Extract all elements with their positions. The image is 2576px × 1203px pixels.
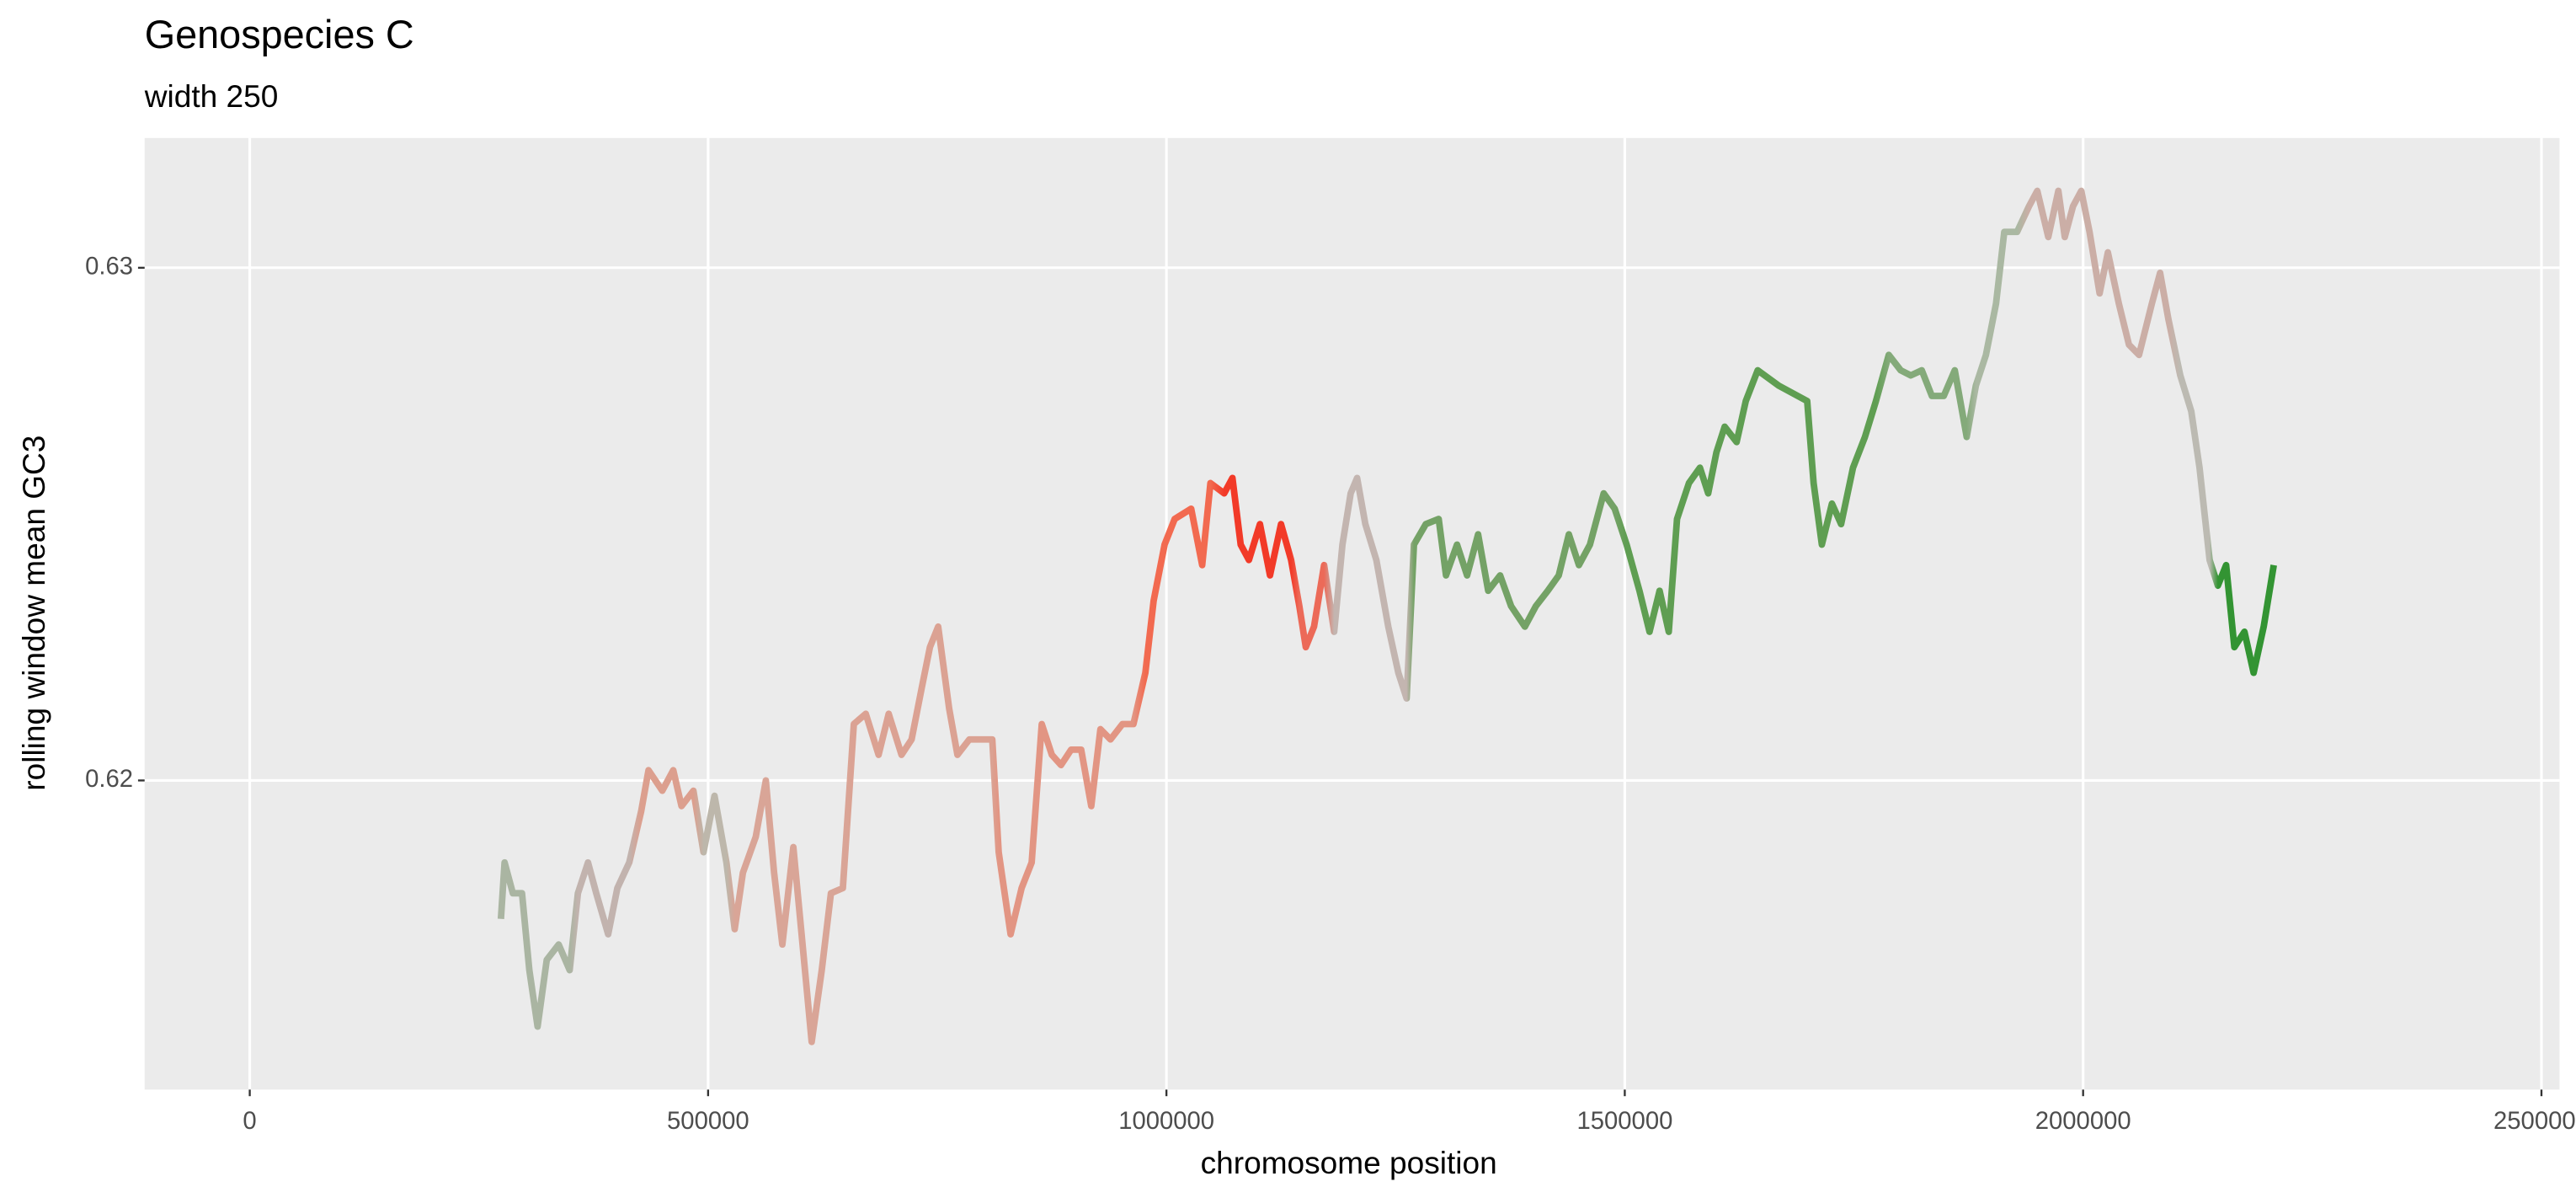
chart-title: Genospecies C	[145, 13, 414, 56]
plot-panel	[144, 137, 2560, 1090]
x-tick-label: 500000	[667, 1108, 749, 1135]
x-tick-label: 0	[243, 1108, 256, 1135]
x-tick-label: 2500000	[2493, 1108, 2576, 1135]
y-axis-title: rolling window mean GC3	[16, 436, 51, 791]
y-tick-label: 0.62	[85, 766, 133, 793]
x-tick-label: 1000000	[1118, 1108, 1214, 1135]
data-line	[497, 187, 2277, 1045]
x-axis-title: chromosome position	[1201, 1145, 1497, 1180]
x-tick-label: 1500000	[1576, 1108, 1672, 1135]
chart-subtitle: width 250	[144, 78, 279, 114]
y-tick-label: 0.63	[85, 254, 133, 281]
x-tick-label: 2000000	[2035, 1108, 2131, 1135]
